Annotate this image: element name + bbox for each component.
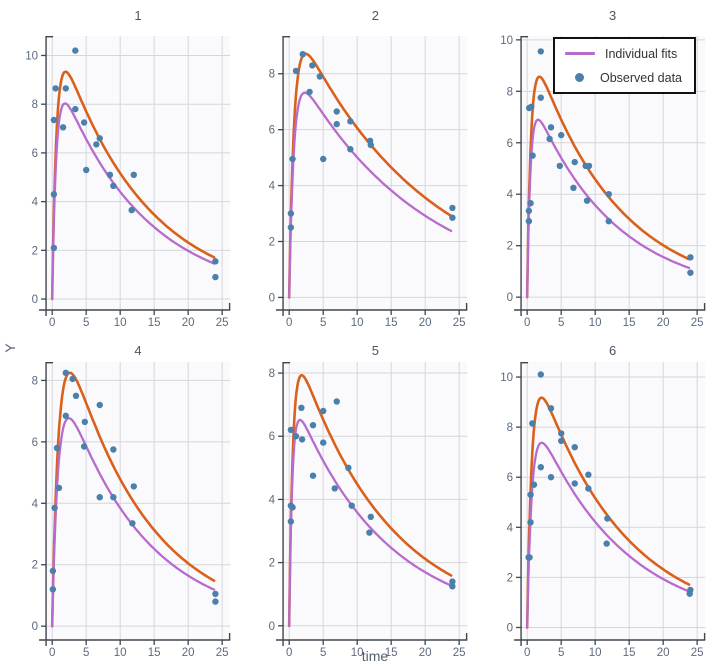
svg-text:5: 5 [83,647,89,659]
svg-text:10: 10 [500,35,513,47]
svg-text:6: 6 [269,431,275,443]
svg-text:15: 15 [148,647,161,659]
svg-text:8: 8 [269,69,275,81]
svg-text:4: 4 [32,197,39,209]
svg-text:4: 4 [506,189,513,201]
svg-text:10: 10 [25,50,38,62]
svg-text:0: 0 [49,317,55,329]
svg-text:8: 8 [32,375,38,387]
svg-text:25: 25 [453,317,466,329]
subplot-4: 0 2 4 6 8 0 5 10 15 20 25 4 [0,335,237,670]
x-axis-label: time [361,648,389,664]
svg-text:5: 5 [558,317,564,329]
svg-text:0: 0 [506,622,512,634]
svg-text:8: 8 [506,86,512,98]
svg-text:0: 0 [32,621,38,633]
svg-text:15: 15 [385,647,398,659]
svg-text:0: 0 [32,294,38,306]
svg-text:0: 0 [286,317,292,329]
svg-text:6: 6 [32,437,38,449]
svg-text:10: 10 [588,317,601,329]
svg-text:4: 4 [506,522,513,534]
svg-text:0: 0 [524,647,530,659]
subplot-6-plot-area[interactable]: 0 2 4 6 8 10 0 5 10 15 20 25 [475,335,712,670]
svg-text:4: 4 [269,494,276,506]
svg-text:25: 25 [453,647,466,659]
svg-text:5: 5 [320,317,326,329]
svg-text:20: 20 [419,317,432,329]
svg-text:5: 5 [558,647,564,659]
svg-text:4: 4 [32,498,39,510]
svg-text:4: 4 [269,181,276,193]
svg-text:0: 0 [269,292,275,304]
svg-text:10: 10 [114,647,127,659]
subplot-2-title: 2 [371,8,379,23]
subplot-1: 0 2 4 6 8 10 0 5 10 15 20 25 1 [0,0,237,335]
svg-text:0: 0 [49,647,55,659]
subplot-5-title: 5 [371,343,379,358]
svg-text:20: 20 [656,317,669,329]
svg-text:10: 10 [351,647,364,659]
svg-text:0: 0 [506,292,512,304]
svg-text:5: 5 [83,317,89,329]
svg-text:8: 8 [506,422,512,434]
svg-text:10: 10 [500,372,513,384]
svg-text:6: 6 [269,125,275,137]
svg-text:15: 15 [385,317,398,329]
svg-text:10: 10 [588,647,601,659]
svg-text:2: 2 [32,245,38,257]
individual-fit-line-swatch-icon [565,52,595,55]
svg-text:25: 25 [216,317,229,329]
svg-text:2: 2 [269,558,275,570]
svg-text:25: 25 [690,647,703,659]
svg-text:8: 8 [32,99,38,111]
svg-text:6: 6 [506,472,512,484]
observed-data-dot-swatch-icon [575,73,584,82]
subplot-6-title: 6 [609,343,617,358]
legend-item-label: Observed data [600,70,682,85]
svg-text:20: 20 [656,647,669,659]
y-axis-label: Y [2,343,18,353]
subplot-4-plot-area[interactable]: 0 2 4 6 8 0 5 10 15 20 25 [0,335,237,670]
legend-item-observed-data[interactable]: Observed data [565,69,690,86]
svg-text:25: 25 [690,317,703,329]
svg-text:10: 10 [114,317,127,329]
svg-text:15: 15 [148,317,161,329]
svg-text:20: 20 [182,647,195,659]
svg-text:0: 0 [286,647,292,659]
svg-text:2: 2 [32,560,38,572]
svg-text:25: 25 [216,647,229,659]
legend-item-label: Individual fits [605,46,678,61]
subplot-2-plot-area[interactable]: 0 2 4 6 8 0 5 10 15 20 25 [237,0,474,335]
svg-text:20: 20 [419,647,432,659]
legend: Individual fits Observed data [553,37,696,94]
svg-text:2: 2 [269,237,275,249]
svg-text:2: 2 [506,572,512,584]
svg-text:0: 0 [524,317,530,329]
svg-text:20: 20 [182,317,195,329]
legend-item-individual-fits[interactable]: Individual fits [565,45,690,62]
subplot-3-title: 3 [609,8,617,23]
subplot-5-plot-area[interactable]: 0 2 4 6 8 0 5 10 15 20 25 [237,335,474,670]
subplot-6: 0 2 4 6 8 10 0 5 10 15 20 25 6 [475,335,712,670]
subplot-2: 0 2 4 6 8 0 5 10 15 20 25 2 [237,0,474,335]
svg-text:0: 0 [269,621,275,633]
svg-text:15: 15 [622,317,635,329]
svg-text:5: 5 [320,647,326,659]
subplot-4-title: 4 [134,343,142,358]
svg-text:8: 8 [269,368,275,380]
svg-text:6: 6 [506,138,512,150]
svg-text:6: 6 [32,148,38,160]
subplot-1-title: 1 [134,8,142,23]
svg-text:15: 15 [622,647,635,659]
svg-text:10: 10 [351,317,364,329]
subplot-5: 0 2 4 6 8 0 5 10 15 20 25 5 [237,335,474,670]
subplot-1-plot-area[interactable]: 0 2 4 6 8 10 0 5 10 15 20 25 [0,0,237,335]
svg-text:2: 2 [506,241,512,253]
